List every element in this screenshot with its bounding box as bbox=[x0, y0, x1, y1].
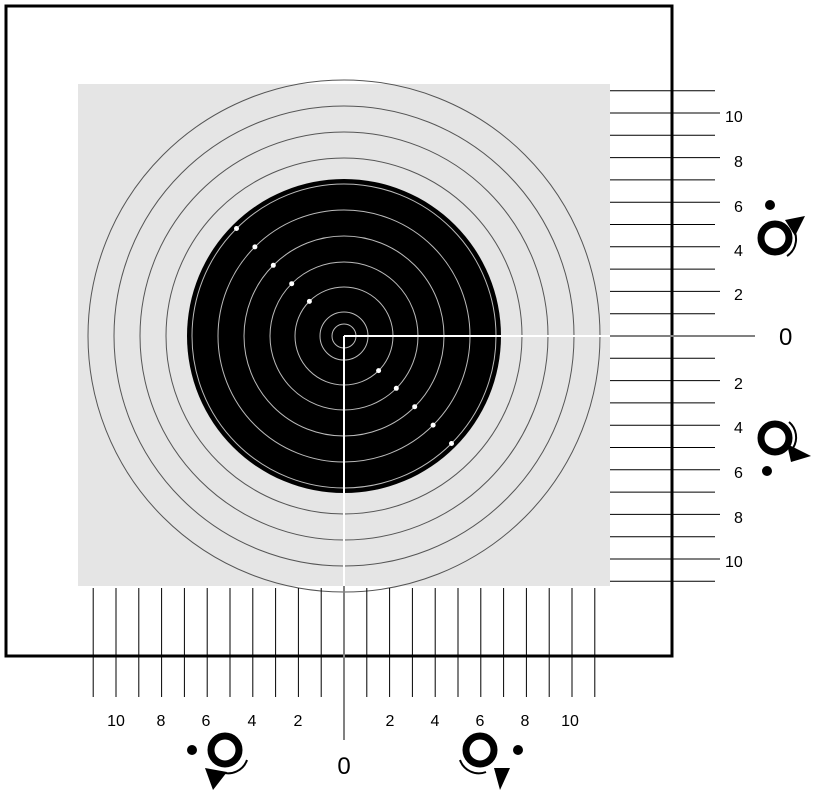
ring-marker bbox=[449, 441, 454, 446]
ring-marker bbox=[289, 281, 295, 287]
bottom-label-right-2: 2 bbox=[386, 713, 395, 730]
rotate-left-icon bbox=[187, 732, 248, 790]
right-label-down-4: 4 bbox=[734, 420, 743, 437]
ring-marker bbox=[412, 404, 418, 410]
ring-marker bbox=[430, 422, 436, 428]
bottom-label-zero: 0 bbox=[337, 753, 350, 780]
rotate-right-icon bbox=[459, 732, 523, 790]
right-label-up-10: 10 bbox=[725, 109, 743, 126]
right-label-up-4: 4 bbox=[734, 243, 743, 260]
rotate-down-icon bbox=[757, 420, 811, 476]
right-label-down-6: 6 bbox=[734, 465, 743, 482]
bottom-label-left-6: 6 bbox=[202, 713, 211, 730]
bottom-scale-ticks bbox=[92, 588, 596, 697]
bottom-label-right-10: 10 bbox=[561, 713, 579, 730]
bottom-label-left-10: 10 bbox=[107, 713, 125, 730]
ring-marker bbox=[306, 298, 312, 304]
bottom-label-left-2: 2 bbox=[294, 713, 303, 730]
bottom-label-right-8: 8 bbox=[521, 713, 530, 730]
bottom-label-right-6: 6 bbox=[476, 713, 485, 730]
bottom-label-right-4: 4 bbox=[431, 713, 440, 730]
bottom-label-left-4: 4 bbox=[248, 713, 257, 730]
right-label-down-8: 8 bbox=[734, 510, 743, 527]
right-scale-ticks bbox=[610, 90, 720, 582]
bottom-label-left-8: 8 bbox=[157, 713, 166, 730]
rotate-up-icon bbox=[757, 200, 805, 257]
ring-marker bbox=[376, 368, 382, 374]
right-label-up-2: 2 bbox=[734, 287, 743, 304]
ring-marker bbox=[234, 226, 239, 231]
ring-marker bbox=[270, 262, 276, 268]
right-label-down-2: 2 bbox=[734, 376, 743, 393]
ring-markers bbox=[234, 226, 454, 446]
right-label-up-6: 6 bbox=[734, 199, 743, 216]
right-label-zero: 0 bbox=[779, 324, 792, 351]
ring-marker bbox=[252, 244, 258, 250]
right-label-up-8: 8 bbox=[734, 154, 743, 171]
ring-marker bbox=[393, 385, 399, 391]
right-label-down-10: 10 bbox=[725, 554, 743, 571]
